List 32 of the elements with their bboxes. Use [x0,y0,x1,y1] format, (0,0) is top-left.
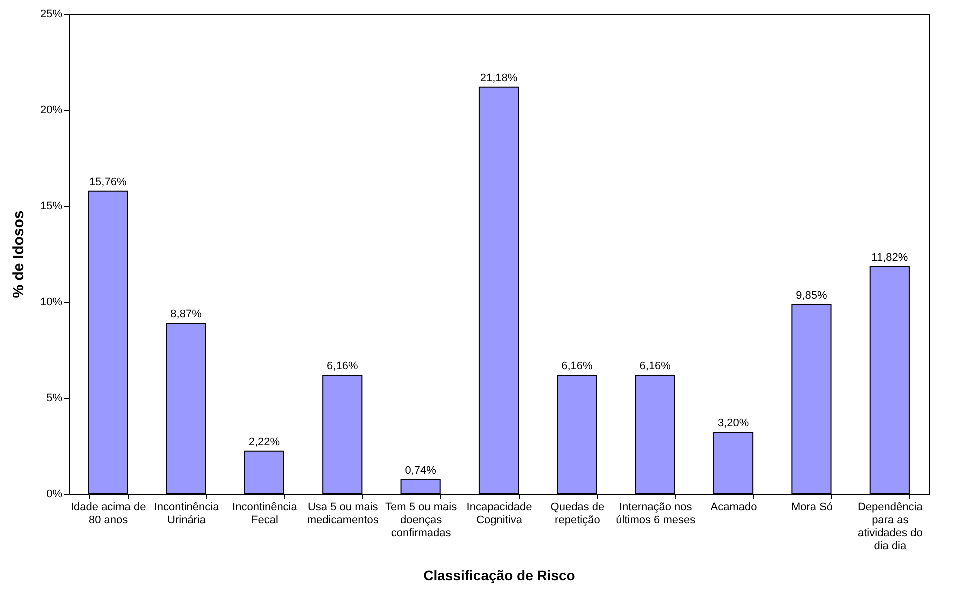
x-tick-label: Internação nos últimos 6 meses [616,502,696,526]
data-label: 15,76% [89,176,127,188]
y-tick-label: 25% [40,8,63,20]
y-tick-label: 5% [46,392,63,404]
bar [478,86,520,494]
x-tick-label: Mora Só [791,502,834,514]
data-label: 6,16% [562,360,593,373]
data-label: 8,87% [170,308,202,321]
bar [557,375,598,494]
x-tick-label: Incontinência Urinária [154,502,220,526]
data-label: 3,20% [718,418,750,430]
data-label: 6,16% [327,360,358,373]
x-tick-label: Idade acima de 80 anos [70,502,146,526]
data-label: 11,82% [872,252,908,264]
data-label: 6,16% [640,360,672,373]
y-tick-label: 10% [40,296,63,308]
x-tick-label: Acamado [710,502,758,514]
y-tick-label: 15% [40,200,63,212]
data-label: 9,85% [796,290,828,302]
x-axis-title: Classificação de Risco [424,568,576,584]
x-tick-label: Tem 5 ou mais doenças confirmadas [386,502,458,540]
data-label: 0,74% [405,464,437,477]
y-axis-title: % de Idosos [10,210,28,298]
x-tick-label: Quedas de repetição [550,502,605,526]
x-tick-label: Incapacidade Cognitiva [466,502,532,526]
x-tick-label: Incontinência Fecal [232,502,298,526]
x-tick-label: Usa 5 ou mais medicamentos [307,502,380,526]
y-tick-label: 20% [40,104,63,116]
data-label: 21,18% [480,72,518,84]
x-tick-label: Dependência para as atividades do dia dia [858,502,924,552]
y-tick-label: 0% [46,488,63,500]
data-label: 2,22% [248,436,280,448]
